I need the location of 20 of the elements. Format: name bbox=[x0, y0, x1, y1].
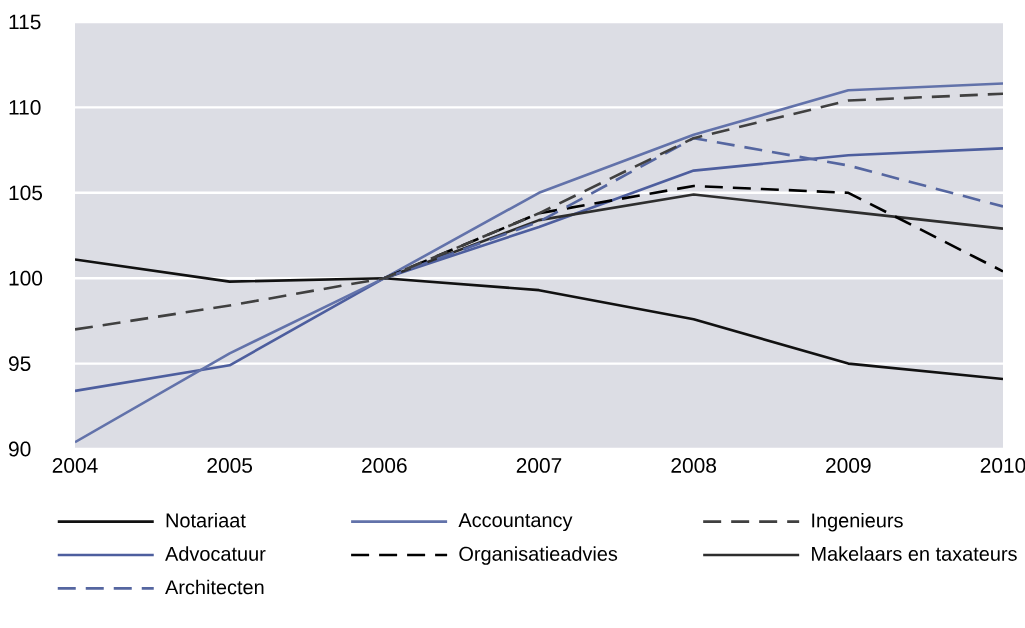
legend-label: Notariaat bbox=[166, 512, 246, 528]
legend-label: Ingenieurs bbox=[812, 512, 903, 532]
y-tick-label: 105 bbox=[9, 185, 43, 201]
legend-label: Architecten bbox=[165, 579, 264, 595]
x-tick-label: 2004 bbox=[52, 458, 98, 473]
y-tick-label: 110 bbox=[9, 100, 41, 115]
x-tick-label: 2008 bbox=[671, 458, 717, 473]
legend-label: Accountancy bbox=[458, 513, 573, 532]
legend-label: Advocatuur bbox=[165, 546, 266, 561]
x-tick-label: 2007 bbox=[516, 458, 562, 473]
y-tick-label: 115 bbox=[9, 14, 41, 30]
y-tick-label: 100 bbox=[9, 270, 43, 286]
y-tick-label: 90 bbox=[9, 441, 31, 457]
x-tick-label: 2006 bbox=[362, 458, 407, 473]
y-tick-label: 95 bbox=[9, 356, 31, 372]
x-tick-label: 2009 bbox=[826, 458, 871, 473]
x-tick-label: 2005 bbox=[207, 458, 253, 473]
x-tick-label: 2010 bbox=[980, 458, 1025, 473]
legend-label: Organisatieadvies bbox=[459, 546, 618, 565]
legend-label: Makelaars en taxateurs bbox=[812, 546, 1017, 561]
